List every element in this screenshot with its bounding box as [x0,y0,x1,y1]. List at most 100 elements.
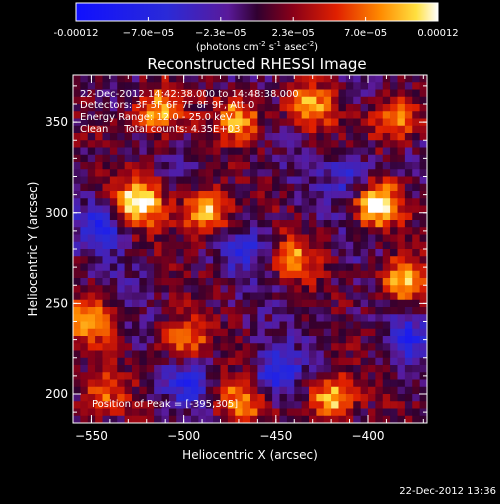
heatmap-cell [301,278,310,286]
heatmap-cell [345,314,354,322]
heatmap-cell [419,278,428,286]
heatmap-cell [102,220,111,228]
heatmap-cell [191,249,199,257]
heatmap-cell [294,307,302,315]
heatmap-cell [301,205,310,214]
heatmap-cell [412,270,420,279]
heatmap-cell [309,241,317,250]
heatmap-cell [205,292,214,301]
heatmap-cell [397,401,406,409]
heatmap-cell [191,205,199,214]
heatmap-cell [353,307,361,315]
heatmap-cell [338,415,347,424]
heatmap-cell [397,386,406,395]
heatmap-cell [316,263,325,272]
heatmap-cell [412,249,420,257]
heatmap-cell [117,89,125,98]
heatmap-cell [87,394,96,402]
heatmap-cell [139,321,148,330]
heatmap-cell [87,256,96,264]
heatmap-cell [73,162,81,170]
heatmap-cell [139,176,148,185]
heatmap-cell [412,198,420,206]
heatmap-cell [331,89,339,98]
heatmap-cell [390,408,398,417]
heatmap-cell [235,285,243,293]
heatmap-cell [80,263,89,272]
heatmap-cell [294,336,302,344]
heatmap-cell [220,415,229,424]
heatmap-cell [242,299,251,308]
heatmap-cell [161,372,170,380]
heatmap-cell [404,336,413,344]
heatmap-cell [80,212,89,221]
heatmap-cell [109,343,118,351]
heatmap-cell [353,104,361,112]
heatmap-cell [227,314,236,322]
heatmap-cell [250,299,258,308]
heatmap-cell [390,357,398,366]
heatmap-cell [168,401,177,409]
heatmap-cell [176,321,184,330]
heatmap-cell [331,205,339,214]
heatmap-cell [109,401,118,409]
heatmap-cell [264,307,273,315]
heatmap-cell [80,343,89,351]
heatmap-cell [286,365,295,373]
heatmap-cell [102,140,111,148]
heatmap-cell [264,212,273,221]
heatmap-cell [191,220,199,228]
heatmap-cell [132,162,140,170]
heatmap-cell [102,314,111,322]
heatmap-cell [412,386,420,395]
heatmap-cell [242,147,251,156]
heatmap-cell [154,386,162,395]
heatmap-cell [250,227,258,235]
heatmap-cell [235,365,243,373]
heatmap-cell [250,205,258,214]
heatmap-cell [102,379,111,388]
heatmap-cell [360,372,369,380]
heatmap-cell [117,379,125,388]
heatmap-cell [95,401,103,409]
heatmap-cell [154,220,162,228]
x-tick-label: −400 [352,429,385,443]
heatmap-cell [360,140,369,148]
heatmap-cell [323,176,332,185]
heatmap-cell [139,241,148,250]
heatmap-cell [73,278,81,286]
heatmap-cell [242,386,251,395]
heatmap-cell [382,227,391,235]
heatmap-cell [132,249,140,257]
heatmap-cell [73,328,81,337]
heatmap-cell [220,227,229,235]
heatmap-cell [353,299,361,308]
heatmap-cell [382,220,391,228]
heatmap-cell [95,285,103,293]
heatmap-cell [95,133,103,141]
heatmap-cell [102,292,111,301]
heatmap-cell [146,75,155,83]
heatmap-cell [412,263,420,272]
colorbar-tick-label: 2.3e−05 [272,28,315,39]
heatmap-cell [279,408,288,417]
heatmap-cell [213,220,221,228]
heatmap-cell [375,372,384,380]
heatmap-cell [154,162,162,170]
heatmap-cell [205,386,214,395]
heatmap-cell [242,125,251,134]
heatmap-cell [183,198,192,206]
heatmap-cell [309,125,317,134]
heatmap-cell [139,118,148,127]
heatmap-cell [220,234,229,243]
heatmap-cell [272,386,280,395]
heatmap-cell [80,256,89,264]
heatmap-cell [309,372,317,380]
heatmap-cell [161,104,170,112]
heatmap-cell [338,191,347,199]
heatmap-cell [124,183,133,192]
heatmap-cell [191,263,199,272]
heatmap-cell [124,111,133,119]
heatmap-cell [353,321,361,330]
colorbar: -0.00012 −7.0e−05 −2.3e−05 2.3e−05 7.0e−05 0.… [54,2,459,53]
